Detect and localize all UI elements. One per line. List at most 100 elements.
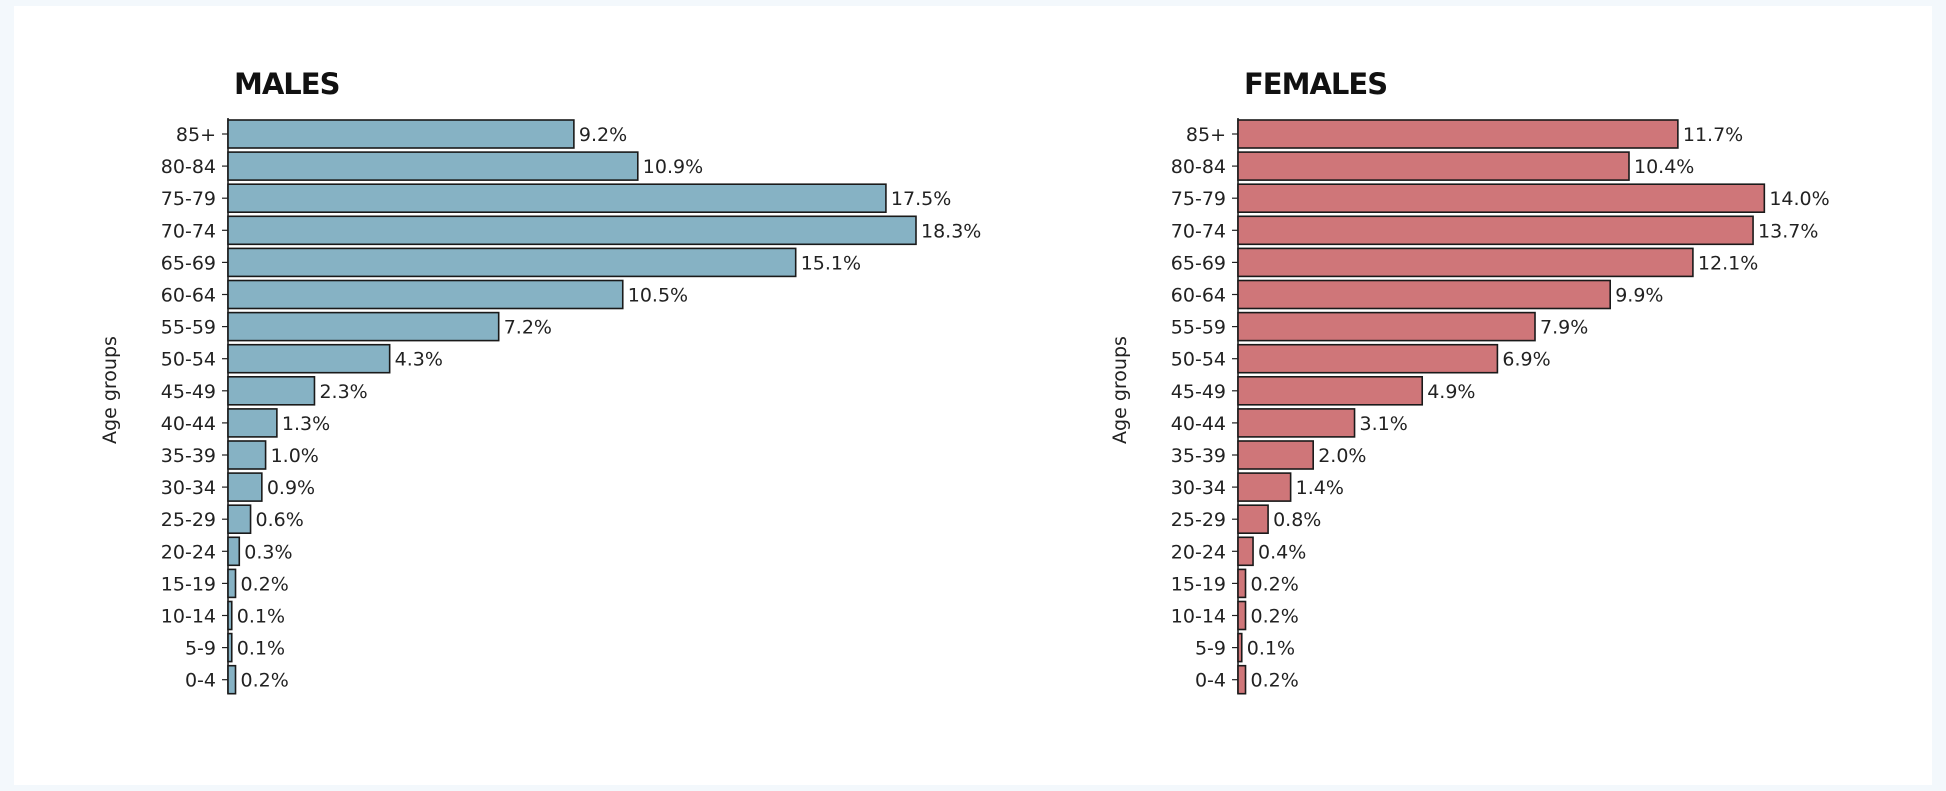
females-value-label: 7.9% xyxy=(1540,317,1588,339)
females-bar xyxy=(1237,536,1254,567)
males-value-label: 9.2% xyxy=(579,124,627,146)
males-tick-label: 40-44 xyxy=(161,413,216,435)
females-value-label: 0.2% xyxy=(1251,573,1299,595)
males-value-label: 7.2% xyxy=(504,317,552,339)
males-bar xyxy=(227,600,233,631)
females-value-label: 1.4% xyxy=(1296,477,1344,499)
females-tick-label: 70-74 xyxy=(1171,220,1226,242)
females-panel: FEMALES Age groups 85+ 11.7% 80-84 10.4% 75-79… xyxy=(1109,67,1830,695)
females-bar xyxy=(1237,343,1499,374)
females-bar xyxy=(1237,151,1630,181)
females-bar xyxy=(1237,632,1243,663)
females-y-axis-label: Age groups xyxy=(1109,336,1131,444)
females-bar xyxy=(1237,440,1314,470)
males-tick-label: 0-4 xyxy=(185,670,216,692)
females-value-label: 9.9% xyxy=(1615,285,1663,307)
males-bar xyxy=(227,279,624,310)
females-tick-label: 85+ xyxy=(1186,124,1226,146)
females-bar xyxy=(1237,568,1247,599)
females-value-label: 0.2% xyxy=(1251,670,1299,692)
males-title: MALES xyxy=(234,67,339,101)
males-bar xyxy=(227,375,316,406)
males-tick-label: 25-29 xyxy=(161,509,216,531)
males-bar xyxy=(227,536,241,567)
males-value-label: 0.6% xyxy=(256,509,304,531)
females-tick-label: 65-69 xyxy=(1171,252,1226,274)
males-value-label: 17.5% xyxy=(891,188,951,210)
males-bar xyxy=(227,408,278,438)
males-value-label: 0.9% xyxy=(267,477,315,499)
males-bar xyxy=(227,183,887,213)
males-bar xyxy=(227,215,917,246)
females-value-label: 0.2% xyxy=(1251,606,1299,628)
females-value-label: 2.0% xyxy=(1318,445,1366,467)
females-bar xyxy=(1237,247,1694,278)
females-value-label: 6.9% xyxy=(1502,349,1550,371)
females-tick-label: 35-39 xyxy=(1171,445,1226,467)
males-tick-label: 45-49 xyxy=(161,381,216,403)
females-bar xyxy=(1237,600,1247,631)
males-value-label: 1.0% xyxy=(271,445,319,467)
males-value-label: 2.3% xyxy=(319,381,367,403)
females-value-label: 0.1% xyxy=(1247,638,1295,660)
females-tick-label: 45-49 xyxy=(1171,381,1226,403)
males-value-label: 4.3% xyxy=(395,349,443,371)
females-value-label: 10.4% xyxy=(1634,156,1694,178)
males-bar xyxy=(227,119,575,149)
males-bar xyxy=(227,343,391,374)
females-value-label: 0.4% xyxy=(1258,541,1306,563)
females-bar xyxy=(1237,279,1611,310)
males-value-label: 0.1% xyxy=(237,606,285,628)
males-tick-label: 75-79 xyxy=(161,188,216,210)
males-tick-label: 55-59 xyxy=(161,317,216,339)
males-value-label: 1.3% xyxy=(282,413,330,435)
males-tick-label: 65-69 xyxy=(161,252,216,274)
females-tick-label: 80-84 xyxy=(1171,156,1226,178)
males-tick-label: 50-54 xyxy=(161,349,216,371)
males-value-label: 10.5% xyxy=(628,285,688,307)
males-tick-label: 10-14 xyxy=(161,606,216,628)
males-bar xyxy=(227,311,500,342)
females-tick-label: 50-54 xyxy=(1171,349,1226,371)
males-panel: MALES Age groups 85+ 9.2% 80-84 10.9% 75-79 17.… xyxy=(99,67,981,695)
females-value-label: 11.7% xyxy=(1683,124,1743,146)
females-bar xyxy=(1237,215,1754,246)
females-value-label: 14.0% xyxy=(1769,188,1829,210)
females-bar xyxy=(1237,408,1356,438)
males-tick-label: 70-74 xyxy=(161,220,216,242)
females-tick-label: 15-19 xyxy=(1171,573,1226,595)
males-value-label: 0.3% xyxy=(244,541,292,563)
females-value-label: 12.1% xyxy=(1698,252,1758,274)
females-bar xyxy=(1237,664,1247,695)
males-tick-label: 60-64 xyxy=(161,285,216,307)
males-tick-label: 30-34 xyxy=(161,477,216,499)
females-tick-label: 0-4 xyxy=(1195,670,1226,692)
males-y-axis-label: Age groups xyxy=(99,336,121,444)
males-tick-label: 85+ xyxy=(176,124,216,146)
females-tick-label: 20-24 xyxy=(1171,541,1226,563)
males-value-label: 15.1% xyxy=(801,252,861,274)
males-bar xyxy=(227,568,237,599)
females-tick-label: 40-44 xyxy=(1171,413,1226,435)
females-bar xyxy=(1237,183,1766,213)
females-bar xyxy=(1237,375,1424,406)
males-tick-label: 15-19 xyxy=(161,573,216,595)
females-tick-label: 25-29 xyxy=(1171,509,1226,531)
females-value-label: 3.1% xyxy=(1360,413,1408,435)
females-bar xyxy=(1237,311,1536,342)
females-bar xyxy=(1237,119,1679,149)
females-tick-label: 5-9 xyxy=(1195,638,1226,660)
males-tick-label: 80-84 xyxy=(161,156,216,178)
females-value-label: 0.8% xyxy=(1273,509,1321,531)
males-value-label: 0.2% xyxy=(241,670,289,692)
females-title: FEMALES xyxy=(1244,67,1387,101)
males-value-label: 10.9% xyxy=(643,156,703,178)
males-tick-label: 20-24 xyxy=(161,541,216,563)
males-tick-label: 5-9 xyxy=(185,638,216,660)
females-tick-label: 30-34 xyxy=(1171,477,1226,499)
males-bar xyxy=(227,472,263,502)
females-tick-label: 10-14 xyxy=(1171,606,1226,628)
males-tick-label: 35-39 xyxy=(161,445,216,467)
males-bar xyxy=(227,664,237,695)
